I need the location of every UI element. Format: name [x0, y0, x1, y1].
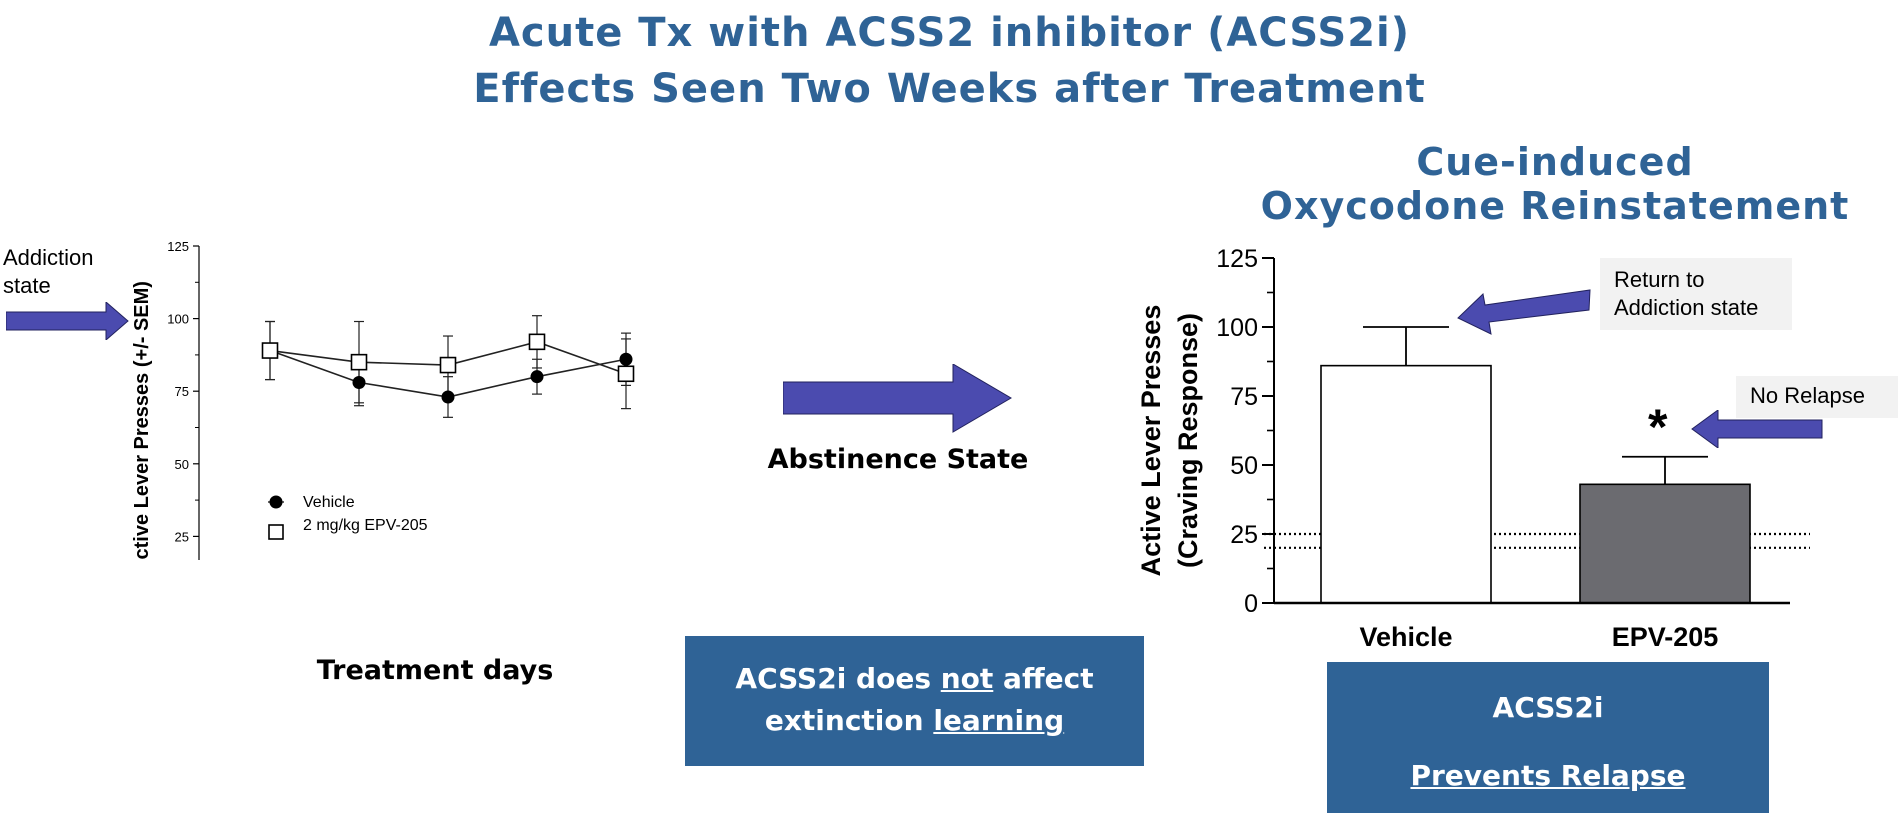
- extinction-text-learning: learning: [933, 704, 1065, 737]
- data-point-epv205: [350, 353, 368, 371]
- legend-label-epv205: 2 mg/kg EPV-205: [303, 517, 428, 534]
- addiction-state-line2: state: [3, 273, 51, 298]
- bar-chart: Vehicle EPV-205 0 25 50 75 100 125 Active Lever …: [1136, 245, 1810, 652]
- prevents-relapse-box: ACSS2i Prevents Relapse: [1327, 662, 1769, 813]
- extinction-box-line1: ACSS2i does not affect: [685, 658, 1144, 700]
- data-point-vehicle: [530, 370, 544, 384]
- y-tick-label: 125: [1216, 245, 1258, 273]
- bar-epv205: [1579, 483, 1751, 604]
- data-point-vehicle: [441, 390, 455, 404]
- left-arrow-icon: [1457, 289, 1591, 335]
- data-point-epv205: [617, 365, 635, 383]
- legend-marker-epv205: [268, 524, 284, 540]
- data-point-epv205: [261, 342, 279, 359]
- bar-chart-ylabel-line1: Active Lever Presses: [1136, 305, 1166, 577]
- y-tick-label: 50: [1230, 452, 1258, 480]
- line-chart: 025507510012512345Active Lever Presses (…: [131, 239, 635, 560]
- data-point-epv205: [439, 356, 457, 374]
- x-tick-label: EPV-205: [1612, 622, 1719, 652]
- significance-star: *: [1648, 399, 1668, 455]
- right-arrow-icon: [6, 302, 129, 340]
- extinction-box-line2: extinction learning: [685, 700, 1144, 742]
- return-callout-line2: Addiction state: [1614, 295, 1759, 320]
- legend-label-vehicle: Vehicle: [303, 494, 355, 511]
- right-arrow-icon: [783, 364, 1012, 433]
- extinction-info-box: ACSS2i does not affect extinction learni…: [685, 636, 1144, 766]
- extinction-text-d: extinction: [764, 704, 934, 737]
- prevents-box-line1: ACSS2i: [1492, 691, 1604, 724]
- no-relapse-callout: No Relapse: [1736, 376, 1898, 418]
- line-chart-xlabel: Treatment days: [316, 655, 554, 686]
- y-tick-label: 25: [1230, 521, 1258, 549]
- y-tick-label: 75: [175, 384, 189, 399]
- y-tick-label: 0: [1244, 590, 1258, 618]
- main-title-line1: Acute Tx with ACSS2 inhibitor (ACSS2i): [488, 10, 1411, 56]
- y-tick-label: 25: [175, 529, 189, 544]
- data-point-vehicle: [619, 352, 633, 366]
- bar-chart-title-line2: Oxycodone Reinstatement: [1260, 184, 1850, 228]
- prevents-box-line2: Prevents Relapse: [1410, 759, 1686, 792]
- x-tick-label: Vehicle: [1359, 622, 1452, 652]
- return-callout-line1: Return to: [1614, 267, 1705, 292]
- y-tick-label: 100: [167, 312, 189, 327]
- bar-chart-title-line1: Cue-induced: [1416, 140, 1694, 184]
- data-point-epv205: [528, 333, 546, 351]
- bar-vehicle: [1320, 364, 1492, 604]
- return-to-addiction-callout: Return to Addiction state: [1600, 258, 1792, 330]
- extinction-text-a: ACSS2i does: [735, 662, 941, 695]
- legend-marker-vehicle: [269, 495, 283, 509]
- bar-chart-ylabel-line2: (Craving Response): [1173, 313, 1203, 568]
- y-tick-label: 50: [175, 457, 189, 472]
- extinction-text-c: affect: [993, 662, 1094, 695]
- main-title-line2: Effects Seen Two Weeks after Treatment: [473, 66, 1426, 112]
- line-chart-ylabel: Active Lever Presses (+/- SEM): [131, 281, 153, 560]
- addiction-state-label: Addiction state: [3, 244, 94, 300]
- bar-chart-title: Cue-induced Oxycodone Reinstatement: [1255, 140, 1855, 228]
- abstinence-state-label: Abstinence State: [767, 444, 1029, 475]
- y-tick-label: 125: [167, 239, 189, 254]
- addiction-state-line1: Addiction: [3, 245, 94, 270]
- extinction-text-not: not: [940, 662, 994, 695]
- left-arrow-icon: [1691, 410, 1823, 448]
- y-tick-label: 75: [1230, 383, 1258, 411]
- data-point-vehicle: [352, 375, 366, 389]
- y-tick-label: 100: [1216, 314, 1258, 342]
